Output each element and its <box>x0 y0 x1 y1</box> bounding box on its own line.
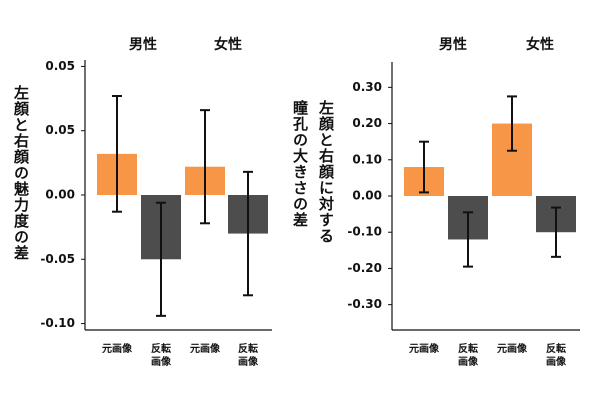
group-label: 男性 <box>439 37 467 53</box>
y-tick-label: -0.05 <box>40 252 75 266</box>
x-tick-label: 反転 画像 <box>238 344 258 368</box>
y-axis-label: 左顔と右顔に対する 瞳孔の大きさの差 <box>291 100 335 244</box>
x-tick-label: 元画像 <box>409 344 439 355</box>
y-tick-label: -0.20 <box>347 261 382 275</box>
y-tick-label: 0.05 <box>45 59 75 73</box>
y-tick-label: -0.10 <box>40 316 75 330</box>
y-tick-label: 0.00 <box>45 188 75 202</box>
y-tick-label: 0.20 <box>352 116 382 130</box>
y-tick-label: 0.05 <box>45 123 75 137</box>
x-tick-label: 反転 画像 <box>151 344 171 368</box>
y-tick-label: 0.10 <box>352 152 382 166</box>
y-tick-label: 0.00 <box>352 189 382 203</box>
x-tick-label: 反転 画像 <box>546 344 566 368</box>
y-tick-label: -0.10 <box>347 225 382 239</box>
x-tick-label: 反転 画像 <box>458 344 478 368</box>
y-tick-label: -0.30 <box>347 297 382 311</box>
group-label: 女性 <box>526 37 554 53</box>
x-tick-label: 元画像 <box>190 344 220 355</box>
group-label: 女性 <box>214 37 242 53</box>
y-tick-label: 0.30 <box>352 80 382 94</box>
x-tick-label: 元画像 <box>102 344 132 355</box>
y-axis-label: 左顔と右顔の魅力度の差 <box>12 85 30 261</box>
x-tick-label: 元画像 <box>497 344 527 355</box>
group-label: 男性 <box>129 37 157 53</box>
